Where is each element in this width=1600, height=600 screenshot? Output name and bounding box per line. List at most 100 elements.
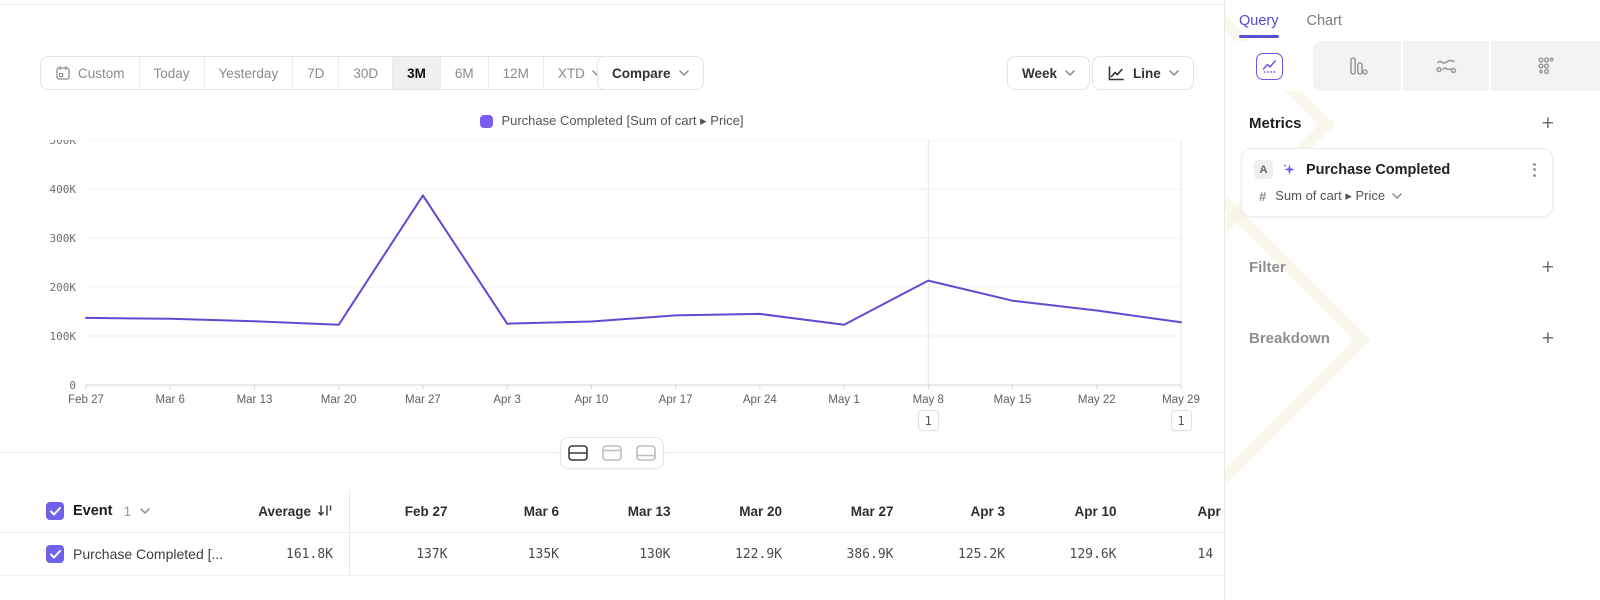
- column-divider: [349, 533, 350, 575]
- date-range-control: Custom Today Yesterday 7D 30D 3M 6M 12M XTD: [40, 56, 617, 90]
- chart-only-view-button[interactable]: [595, 438, 629, 468]
- row-average-value: 161.8K: [286, 546, 333, 562]
- date-range-7d[interactable]: 7D: [293, 57, 340, 89]
- split-view-icon: [568, 445, 588, 461]
- chevron-down-icon: [678, 70, 689, 76]
- flow-icon: [1436, 59, 1457, 74]
- select-all-checkbox[interactable]: [46, 502, 64, 520]
- cell-value: 130K: [639, 546, 671, 562]
- chart-only-view-icon: [602, 445, 622, 461]
- column-header: Apr 3: [970, 503, 1005, 519]
- cell-value: 386.9K: [846, 546, 894, 562]
- legend-swatch: [480, 114, 494, 128]
- metrics-heading: Metrics: [1249, 115, 1302, 132]
- y-axis-label: 200K: [50, 281, 77, 294]
- table-only-view-icon: [636, 445, 656, 461]
- granularity-label: Week: [1022, 65, 1058, 81]
- table-only-view-button[interactable]: [629, 438, 663, 468]
- top-divider: [0, 4, 1224, 5]
- series-line[interactable]: [85, 194, 1182, 326]
- metric-card[interactable]: A Purchase Completed # Sum of cart ▸ Pri…: [1241, 148, 1553, 217]
- tab-chart[interactable]: Chart: [1306, 13, 1342, 29]
- cell-value: 129.6K: [1069, 546, 1117, 562]
- date-range-label: 12M: [502, 65, 529, 81]
- line-chart-icon: [1108, 65, 1124, 80]
- date-range-3m[interactable]: 3M: [393, 57, 441, 89]
- x-axis-label: Mar 13: [237, 394, 273, 406]
- x-axis-label: Apr 24: [743, 394, 777, 406]
- column-header: Apr: [1197, 503, 1221, 519]
- chevron-down-icon: [1065, 70, 1075, 76]
- check-icon: [49, 506, 61, 515]
- row-checkbox[interactable]: [46, 545, 64, 563]
- query-builder-panel: Query Chart: [1224, 0, 1600, 600]
- chart-style-button[interactable]: Line: [1092, 56, 1194, 90]
- date-range-30d[interactable]: 30D: [339, 57, 394, 89]
- date-range-yesterday[interactable]: Yesterday: [205, 57, 294, 89]
- date-range-custom[interactable]: Custom: [41, 57, 140, 89]
- y-axis-label: 100K: [50, 330, 77, 343]
- y-axis-label: 500K: [50, 140, 77, 147]
- layout-switcher: [560, 437, 664, 469]
- sort-icon[interactable]: [317, 503, 333, 519]
- column-divider: [349, 490, 350, 532]
- column-header: Feb 27: [404, 503, 448, 519]
- filter-heading: Filter: [1249, 259, 1286, 276]
- date-range-12m[interactable]: 12M: [489, 57, 544, 89]
- calendar-icon: [56, 65, 70, 80]
- x-axis-label: May 29: [1162, 394, 1200, 406]
- aggregation-selector[interactable]: Sum of cart ▸ Price: [1275, 188, 1402, 204]
- report-main-area: Custom Today Yesterday 7D 30D 3M 6M 12M XTD Comp…: [0, 4, 1224, 576]
- x-axis-label: May 15: [994, 394, 1032, 406]
- tab-query[interactable]: Query: [1239, 13, 1279, 38]
- date-range-today[interactable]: Today: [140, 57, 205, 89]
- average-header-label: Average: [258, 503, 311, 519]
- y-axis-label: 400K: [50, 183, 77, 196]
- bar-chart-icon: [1350, 57, 1368, 75]
- split-view-button[interactable]: [561, 438, 595, 468]
- chart-type-retention[interactable]: [1489, 41, 1600, 91]
- date-range-6m[interactable]: 6M: [441, 57, 489, 89]
- x-axis-label: Apr 3: [493, 394, 521, 406]
- cell-value: 122.9K: [735, 546, 782, 562]
- x-axis-label: Mar 6: [156, 394, 185, 406]
- table-data-row[interactable]: Purchase Completed [... 161.8K 137K 135K 1…: [0, 533, 1224, 576]
- legend-label: Purchase Completed [Sum of cart ▸ Price]: [501, 113, 744, 128]
- chart-type-insights[interactable]: [1225, 41, 1313, 91]
- cell-value: 125.2K: [958, 546, 1005, 562]
- chevron-down-icon: [1169, 70, 1179, 76]
- cell-value: 137K: [416, 546, 448, 562]
- chart-type-flows[interactable]: [1401, 41, 1489, 91]
- y-axis-label: 300K: [50, 232, 77, 245]
- chart-type-funnels[interactable]: [1313, 41, 1401, 91]
- column-header: Mar 20: [739, 503, 782, 519]
- x-axis-label: Apr 17: [659, 394, 693, 406]
- x-axis-label: Mar 20: [321, 394, 357, 406]
- add-breakdown-button[interactable]: +: [1541, 327, 1554, 350]
- retention-icon: [1537, 57, 1553, 75]
- event-count: 1: [123, 503, 132, 519]
- compare-label: Compare: [612, 65, 671, 81]
- granularity-button[interactable]: Week: [1007, 56, 1091, 90]
- cell-value: 135K: [527, 546, 559, 562]
- table-header-row: Event 1 Average Feb 27 Mar 6 Mar 13 Mar 20 M…: [0, 490, 1224, 533]
- add-filter-button[interactable]: +: [1541, 256, 1554, 279]
- x-axis-label: May 1: [828, 394, 859, 406]
- panel-tabs: Query Chart: [1225, 0, 1600, 38]
- date-range-label: Yesterday: [218, 65, 279, 81]
- chevron-down-icon[interactable]: [140, 508, 151, 514]
- compare-button[interactable]: Compare: [597, 56, 704, 90]
- cell-value: 14: [1197, 546, 1214, 562]
- metric-letter-badge: A: [1254, 160, 1273, 179]
- metric-menu-button[interactable]: [1529, 161, 1540, 179]
- annotation-count-badge[interactable]: 1: [1170, 410, 1192, 431]
- chart-legend: Purchase Completed [Sum of cart ▸ Price]: [0, 113, 1224, 129]
- x-axis-label: Apr 10: [574, 394, 608, 406]
- annotation-count-badge[interactable]: 1: [917, 410, 939, 431]
- column-header: Mar 27: [850, 503, 894, 519]
- add-metric-button[interactable]: +: [1541, 112, 1554, 135]
- row-event-name: Purchase Completed [...: [73, 546, 224, 562]
- date-range-label: XTD: [557, 65, 585, 81]
- date-range-label: 6M: [454, 65, 474, 81]
